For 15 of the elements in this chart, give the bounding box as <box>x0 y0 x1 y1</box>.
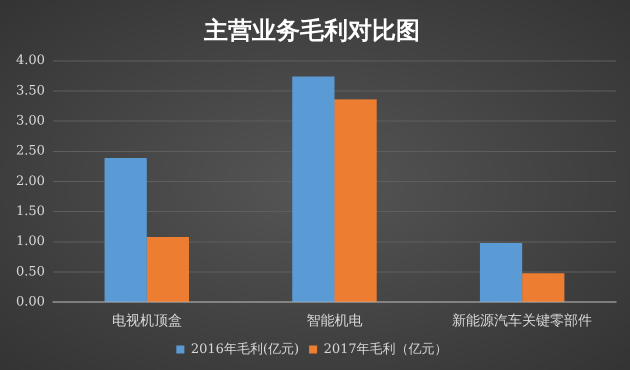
x-tick-label: 智能机电 <box>306 313 362 330</box>
y-tick-label: 2.50 <box>16 144 45 159</box>
y-tick-label: 2.00 <box>16 174 45 189</box>
y-tick-label: 4.00 <box>16 53 45 68</box>
y-tick-label: 3.00 <box>16 114 45 129</box>
y-tick-label: 1.00 <box>16 234 45 250</box>
x-tick-label: 新能源汽车关键零部件 <box>452 313 592 330</box>
y-tick-label: 0.00 <box>16 294 45 310</box>
y-tick-label: 0.50 <box>16 264 45 280</box>
y-tick-label: 1.50 <box>16 204 45 220</box>
y-tick-label: 3.50 <box>16 83 45 98</box>
legend-label: 2016年毛利(亿元) <box>190 342 300 357</box>
legend-label: 2017年毛利（亿元） <box>324 342 448 357</box>
x-tick-label: 电视机顶盒 <box>112 313 182 330</box>
chart-title: 主营业务毛利对比图 <box>203 16 420 45</box>
